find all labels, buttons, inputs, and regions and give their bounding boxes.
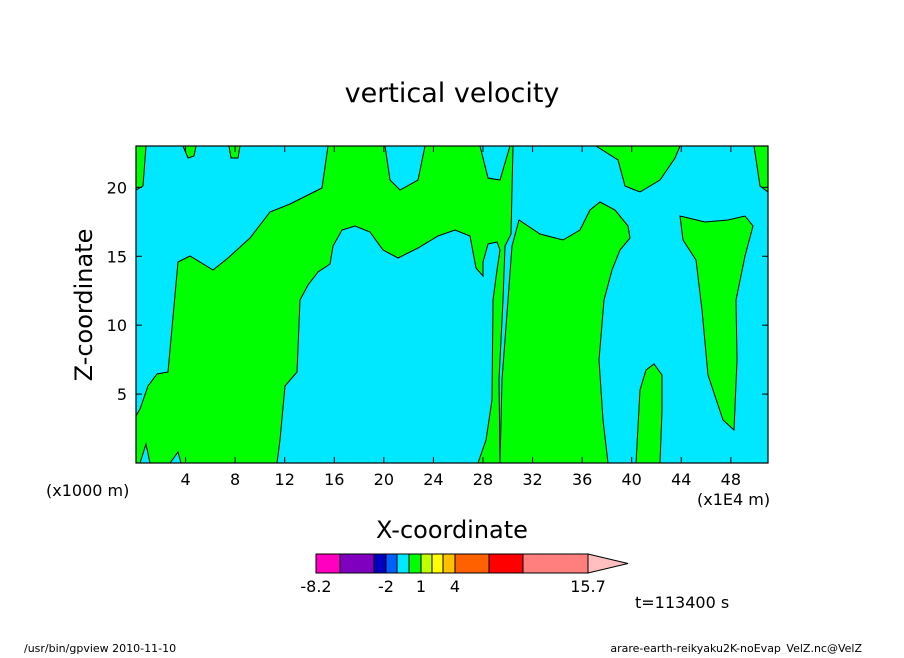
colorbar-segment: [396, 553, 410, 574]
colorbar-segment: [488, 553, 524, 574]
colorbar: [315, 553, 629, 574]
colorbar-labels: -8.2 -2 1 4 15.7: [300, 577, 605, 596]
x-tick-label: 28: [473, 470, 493, 489]
x-axis-ticks: 4 8 12 16 20 24 28 32 36 40 44 48: [180, 146, 741, 489]
x-tick-label: 24: [423, 470, 443, 489]
x-tick-label: 12: [275, 470, 295, 489]
colorbar-segment: [339, 553, 375, 574]
x-tick-label: 48: [721, 470, 741, 489]
y-tick-label: 15: [107, 247, 127, 266]
x-tick-label: 36: [572, 470, 592, 489]
colorbar-segment: [522, 553, 589, 574]
colorbar-segment: [373, 553, 387, 574]
time-label: t=113400 s: [635, 593, 729, 612]
colorbar-segment: [454, 553, 490, 574]
x-tick-label: 20: [374, 470, 394, 489]
colorbar-arrow: [587, 553, 629, 574]
x-axis-label: X-coordinate: [376, 516, 528, 544]
y-tick-label: 20: [107, 178, 127, 197]
x-tick-label: 4: [180, 470, 190, 489]
footer-right: arare-earth-reikyaku2K-noEvap_VelZ.nc@Ve…: [610, 642, 862, 654]
footer-left: /usr/bin/gpview 2010-11-10: [24, 642, 176, 654]
y-axis-ticks: 5 10 15 20: [107, 178, 768, 404]
colorbar-segment: [385, 553, 398, 574]
upward-band-west: [135, 145, 514, 464]
upward-cell-top-east: [594, 145, 681, 193]
colorbar-label: 4: [450, 577, 460, 596]
upward-cell-top-b: [228, 145, 241, 159]
chart-title: vertical velocity: [345, 78, 560, 109]
colorbar-label: -2: [378, 577, 394, 596]
x-tick-label: 32: [522, 470, 542, 489]
colorbar-label: 1: [416, 577, 426, 596]
upward-cell-east: [679, 215, 754, 432]
colorbar-segment: [315, 553, 341, 574]
x-tick-label: 8: [230, 470, 240, 489]
colorbar-label: -8.2: [300, 577, 331, 596]
y-axis-label: Z-coordinate: [70, 229, 98, 382]
upward-band-east: [499, 201, 631, 464]
colorbar-segment: [420, 553, 433, 574]
x-tick-label: 16: [324, 470, 344, 489]
x-scale-note: (x1E4 m): [697, 490, 770, 509]
plot-frame: [135, 145, 769, 464]
colorbar-segment: [408, 553, 422, 574]
plot-area: [135, 145, 769, 464]
y-scale-note: (x1000 m): [46, 481, 129, 500]
colorbar-segment: [442, 553, 456, 574]
upward-cell-small: [635, 363, 663, 464]
x-tick-label: 40: [622, 470, 642, 489]
y-tick-label: 10: [107, 316, 127, 335]
x-tick-label: 44: [671, 470, 691, 489]
positive-regions: [135, 145, 769, 464]
y-tick-label: 5: [117, 385, 127, 404]
colorbar-label: 15.7: [570, 577, 606, 596]
colorbar-segment: [431, 553, 444, 574]
